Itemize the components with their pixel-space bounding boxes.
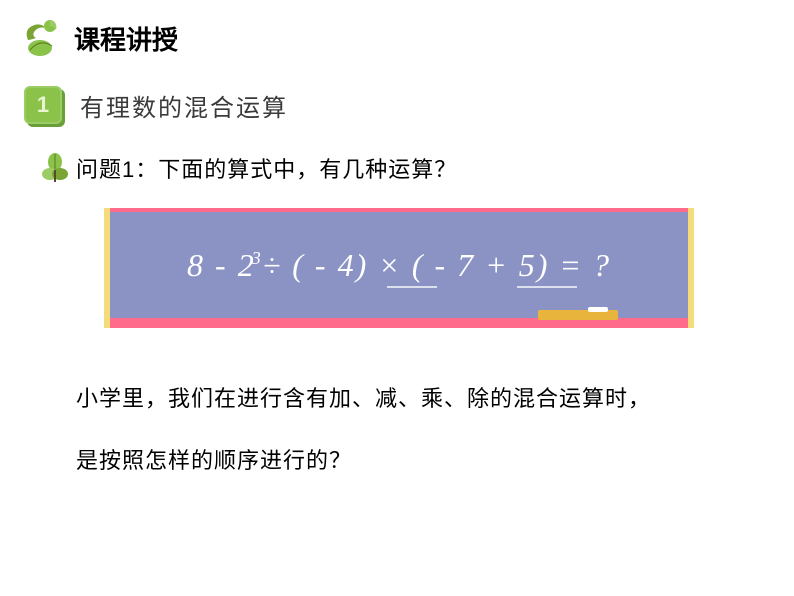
body-line1: 小学里，我们在进行含有加、减、乘、除的混合运算时， (76, 368, 794, 430)
section-header: 1 有理数的混合运算 (24, 86, 794, 124)
equation: 8 - 23÷ ( - 4) × ( - 7 + 5) = ? (187, 247, 611, 284)
chalk-stick (588, 307, 608, 312)
chalkboard-frame: 8 - 23÷ ( - 4) × ( - 7 + 5) = ? (104, 208, 694, 328)
header: 课程讲授 (0, 0, 794, 58)
eq-part1: 8 - 2 (187, 247, 256, 283)
leaf-icon (40, 152, 70, 184)
leaf-swirl-icon (18, 18, 66, 58)
question-body: 下面的算式中，有几种运算？ (158, 157, 457, 182)
body-text: 小学里，我们在进行含有加、减、乘、除的混合运算时， 是按照怎样的顺序进行的？ (76, 368, 794, 491)
chalkboard: 8 - 23÷ ( - 4) × ( - 7 + 5) = ? (110, 212, 688, 318)
chalk-underline (517, 286, 577, 288)
page-title: 课程讲授 (74, 20, 178, 57)
section-number: 1 (37, 92, 49, 118)
section-number-badge: 1 (24, 86, 62, 124)
eq-part2: ÷ ( - 4) × ( - 7 + 5) = ? (263, 247, 611, 283)
section-title: 有理数的混合运算 (80, 88, 288, 123)
body-line2: 是按照怎样的顺序进行的？ (76, 430, 794, 492)
question-label: 问题1： (76, 157, 158, 182)
question-row: 问题1：下面的算式中，有几种运算？ (40, 152, 794, 184)
chalk-underline (387, 286, 437, 288)
question-text: 问题1：下面的算式中，有几种运算？ (76, 152, 457, 184)
eq-exponent: 3 (252, 248, 263, 268)
